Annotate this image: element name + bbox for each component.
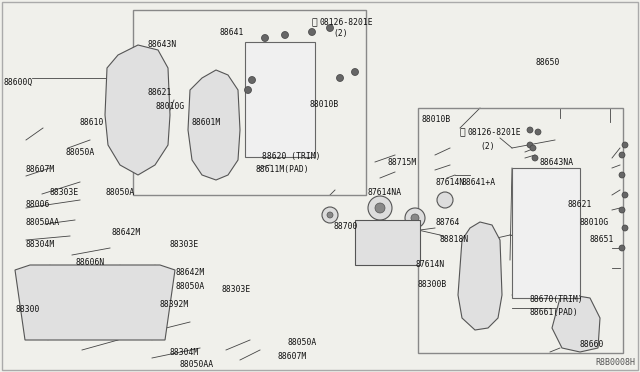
Text: 88651: 88651: [590, 235, 614, 244]
Text: 88300B: 88300B: [418, 280, 447, 289]
Text: 88660: 88660: [580, 340, 604, 349]
Text: 88600Q: 88600Q: [4, 78, 33, 87]
Text: 88621: 88621: [568, 200, 593, 209]
Bar: [512, 168, 580, 298]
Circle shape: [619, 152, 625, 158]
Text: 88610: 88610: [80, 118, 104, 127]
Text: 88304M: 88304M: [170, 348, 199, 357]
Circle shape: [622, 142, 628, 148]
Circle shape: [248, 77, 255, 83]
Text: 88715M: 88715M: [388, 158, 417, 167]
Text: 88303E: 88303E: [50, 188, 79, 197]
Text: 88010B: 88010B: [310, 100, 339, 109]
Text: 88050A: 88050A: [175, 282, 204, 291]
Text: 88643N: 88643N: [148, 40, 177, 49]
Text: 88607M: 88607M: [26, 165, 55, 174]
Circle shape: [405, 208, 425, 228]
Text: 88641: 88641: [220, 28, 244, 37]
Text: 88006: 88006: [26, 200, 51, 209]
Text: 88642M: 88642M: [112, 228, 141, 237]
Text: 87614NA: 87614NA: [368, 188, 402, 197]
Text: 88621: 88621: [148, 88, 172, 97]
Text: 88606N: 88606N: [75, 258, 104, 267]
Text: 08126-8201E: 08126-8201E: [468, 128, 522, 137]
Polygon shape: [458, 222, 502, 330]
Circle shape: [527, 142, 533, 148]
Text: 88392M: 88392M: [160, 300, 189, 309]
Bar: [418, 108, 623, 353]
Circle shape: [244, 87, 252, 93]
Text: 88050AA: 88050AA: [180, 360, 214, 369]
Text: R8B0008H: R8B0008H: [595, 358, 635, 367]
Text: 88303E: 88303E: [222, 285, 252, 294]
Circle shape: [622, 192, 628, 198]
Text: Ⓑ: Ⓑ: [312, 18, 317, 27]
Text: 88010G: 88010G: [155, 102, 184, 111]
Text: 88050A: 88050A: [105, 188, 134, 197]
Circle shape: [282, 32, 289, 38]
Text: 88050A: 88050A: [288, 338, 317, 347]
Text: 88010G: 88010G: [580, 218, 609, 227]
Text: 88050AA: 88050AA: [26, 218, 60, 227]
Text: 88010B: 88010B: [422, 115, 451, 124]
Polygon shape: [552, 295, 600, 352]
Text: 88642M: 88642M: [175, 268, 204, 277]
Circle shape: [326, 25, 333, 32]
Text: 88641+A: 88641+A: [462, 178, 496, 187]
Circle shape: [619, 207, 625, 213]
Text: Ⓑ: Ⓑ: [460, 128, 466, 137]
Text: 88670(TRIM): 88670(TRIM): [530, 295, 584, 304]
Text: 88611M(PAD): 88611M(PAD): [255, 165, 308, 174]
Text: 88643NA: 88643NA: [540, 158, 574, 167]
Circle shape: [375, 203, 385, 213]
Text: 88764: 88764: [435, 218, 460, 227]
Text: 88818N: 88818N: [440, 235, 469, 244]
Circle shape: [530, 145, 536, 151]
Bar: [245, 42, 315, 157]
Bar: [133, 10, 366, 195]
Text: 87614N: 87614N: [435, 178, 464, 187]
Text: 08126-8201E: 08126-8201E: [320, 18, 374, 27]
Text: 88607M: 88607M: [278, 352, 307, 361]
Polygon shape: [105, 45, 170, 175]
Circle shape: [437, 192, 453, 208]
Circle shape: [327, 212, 333, 218]
Circle shape: [308, 29, 316, 35]
Circle shape: [619, 245, 625, 251]
Text: (2): (2): [333, 29, 348, 38]
Text: 88304M: 88304M: [26, 240, 55, 249]
Polygon shape: [15, 265, 175, 340]
Circle shape: [322, 207, 338, 223]
Text: 88303E: 88303E: [170, 240, 199, 249]
Text: 88050A: 88050A: [65, 148, 94, 157]
Circle shape: [368, 196, 392, 220]
Bar: [355, 220, 420, 265]
Circle shape: [527, 127, 533, 133]
Circle shape: [622, 225, 628, 231]
Circle shape: [351, 68, 358, 76]
Text: 87614N: 87614N: [415, 260, 444, 269]
Text: 88700: 88700: [333, 222, 357, 231]
Polygon shape: [188, 70, 240, 180]
Text: 88300: 88300: [15, 305, 40, 314]
Circle shape: [619, 172, 625, 178]
Text: 88601M: 88601M: [192, 118, 221, 127]
Text: (2): (2): [480, 142, 495, 151]
Circle shape: [535, 129, 541, 135]
Circle shape: [411, 214, 419, 222]
Text: 88620 (TRIM): 88620 (TRIM): [262, 152, 321, 161]
Text: 88650: 88650: [535, 58, 559, 67]
Circle shape: [532, 155, 538, 161]
Text: 88661(PAD): 88661(PAD): [530, 308, 579, 317]
Circle shape: [262, 35, 269, 42]
Circle shape: [337, 74, 344, 81]
